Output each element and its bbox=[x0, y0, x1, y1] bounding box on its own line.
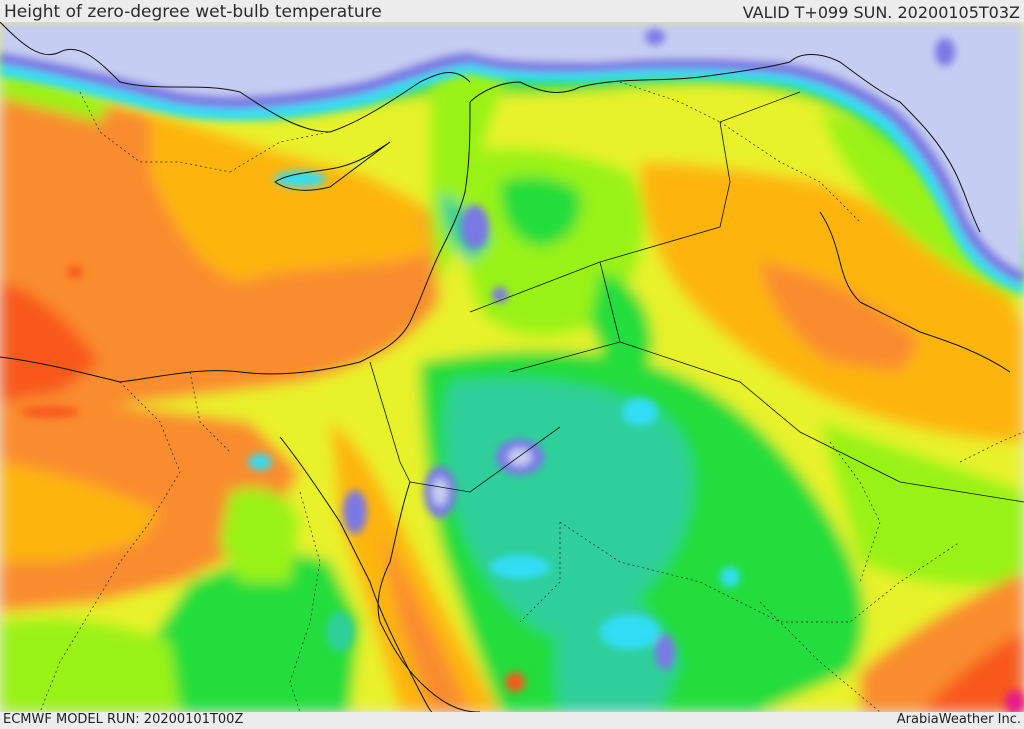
valid-time-label: VALID T+099 SUN. 20200105T03Z bbox=[742, 3, 1020, 22]
low-freezing-blobs bbox=[20, 29, 1024, 712]
subregion-borders bbox=[39, 81, 1024, 712]
model-run-label: ECMWF MODEL RUN: 20200101T00Z bbox=[3, 712, 244, 727]
low-freezing-level-layer bbox=[0, 22, 1024, 294]
contour-fill-layer bbox=[0, 22, 1024, 712]
header-bar: Height of zero-degree wet-bulb temperatu… bbox=[0, 0, 1024, 22]
map-canvas bbox=[0, 22, 1024, 712]
footer-bar: ECMWF MODEL RUN: 20200101T00Z ArabiaWeat… bbox=[0, 712, 1024, 729]
map-title: Height of zero-degree wet-bulb temperatu… bbox=[4, 2, 382, 22]
map-area[interactable] bbox=[0, 22, 1024, 712]
credit-label: ArabiaWeather Inc. bbox=[896, 712, 1021, 727]
